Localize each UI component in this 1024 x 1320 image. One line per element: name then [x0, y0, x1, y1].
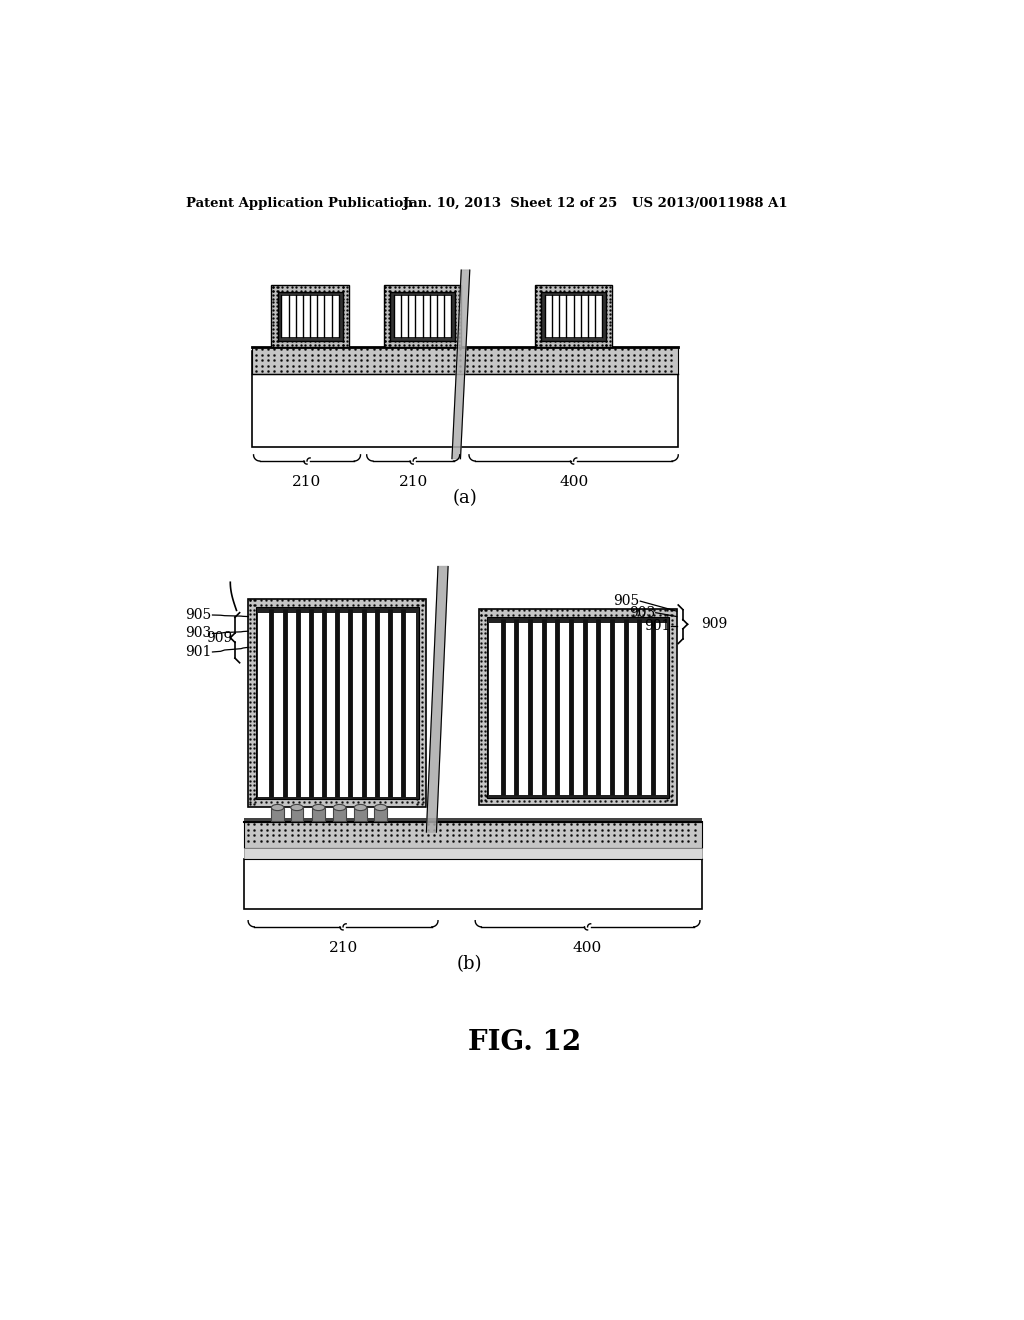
Ellipse shape [312, 804, 325, 810]
Text: 901: 901 [644, 619, 671, 632]
Bar [252, 347, 678, 374]
Bar [248, 599, 426, 807]
Bar [390, 292, 455, 341]
Bar [535, 285, 612, 347]
Text: 903: 903 [185, 627, 212, 640]
Bar [245, 818, 701, 822]
Bar [541, 292, 606, 341]
Bar [545, 296, 602, 337]
Text: 901: 901 [185, 645, 212, 659]
Ellipse shape [354, 804, 367, 810]
Text: Jan. 10, 2013  Sheet 12 of 25: Jan. 10, 2013 Sheet 12 of 25 [403, 197, 617, 210]
Bar [291, 808, 303, 821]
Bar [394, 296, 452, 337]
Bar [375, 808, 387, 821]
Text: (b): (b) [457, 956, 481, 973]
Bar [282, 296, 339, 337]
Text: 400: 400 [573, 941, 602, 954]
Text: 905: 905 [185, 609, 212, 622]
Text: 909: 909 [701, 618, 728, 631]
Text: Patent Application Publication: Patent Application Publication [186, 197, 413, 210]
Bar [489, 623, 667, 795]
Text: FIG. 12: FIG. 12 [468, 1028, 582, 1056]
Text: 909: 909 [206, 631, 232, 644]
Polygon shape [426, 566, 449, 832]
Text: US 2013/0011988 A1: US 2013/0011988 A1 [632, 197, 787, 210]
Ellipse shape [334, 804, 346, 810]
Bar [245, 847, 701, 859]
Bar [252, 351, 678, 447]
Bar [258, 612, 417, 797]
Text: 400: 400 [559, 475, 588, 488]
Bar [486, 616, 669, 797]
Text: (a): (a) [453, 490, 477, 507]
Bar [271, 285, 349, 347]
Bar [479, 609, 677, 805]
Bar [354, 808, 367, 821]
Ellipse shape [375, 804, 387, 810]
Text: 210: 210 [398, 475, 428, 488]
Bar [278, 292, 343, 341]
Bar [245, 859, 701, 909]
Text: 903: 903 [629, 606, 655, 619]
Polygon shape [452, 271, 470, 459]
Bar [384, 285, 461, 347]
Ellipse shape [271, 804, 284, 810]
Ellipse shape [291, 804, 303, 810]
Bar [334, 808, 346, 821]
Bar [312, 808, 325, 821]
Bar [245, 822, 701, 847]
Text: 905: 905 [613, 594, 640, 609]
Bar [256, 607, 419, 799]
Text: 210: 210 [329, 941, 357, 954]
Bar [271, 808, 284, 821]
Text: 210: 210 [293, 475, 322, 488]
